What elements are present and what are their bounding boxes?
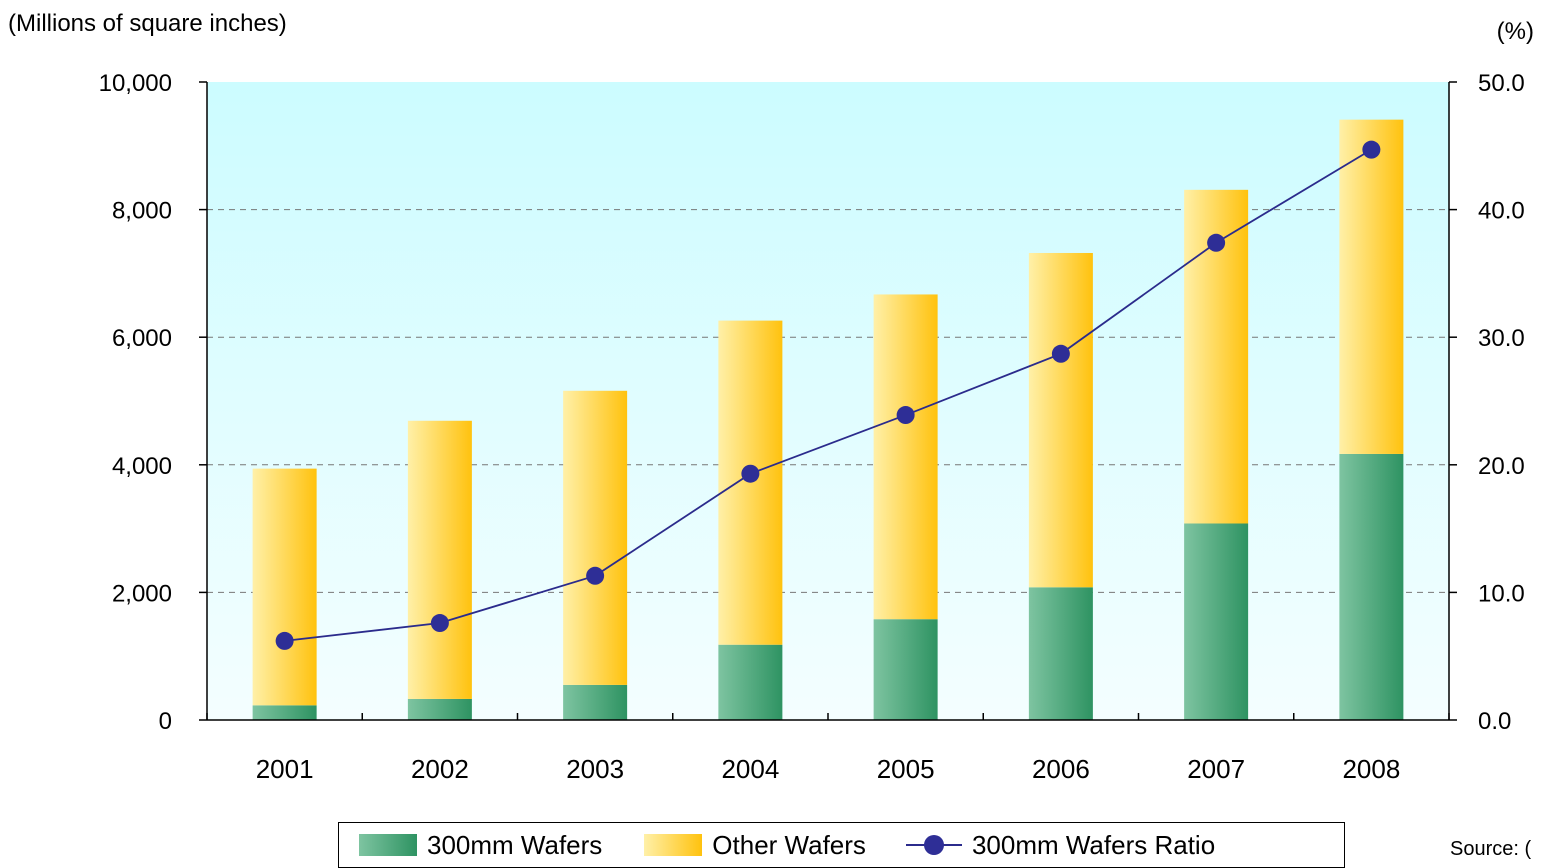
ratio-point	[586, 566, 605, 585]
ratio-point	[1051, 344, 1070, 363]
bar-other	[407, 420, 472, 699]
legend-swatch-other	[644, 834, 703, 856]
bar-300mm	[1028, 587, 1093, 720]
source-note: Source: (	[1450, 838, 1532, 860]
bar-other	[1028, 252, 1093, 588]
right-axis-tick-label: 30.0	[1478, 325, 1525, 352]
ratio-point	[1362, 140, 1381, 159]
ratio-point	[430, 614, 449, 633]
legend: 300mm Wafers Other Wafers 300mm Wafers R…	[338, 822, 1345, 868]
right-axis-tick-label: 20.0	[1478, 453, 1525, 480]
legend-label-300mm: 300mm Wafers	[427, 829, 603, 860]
bar-other	[563, 390, 628, 685]
left-axis-unit: (Millions of square inches)	[8, 10, 287, 37]
left-axis-tick-label: 2,000	[112, 580, 172, 607]
bar-300mm	[563, 684, 628, 720]
legend-swatch-300mm	[359, 834, 417, 856]
plot-background	[207, 82, 1449, 720]
x-axis-tick-label: 2008	[1342, 754, 1400, 784]
ratio-point	[1207, 233, 1226, 252]
right-axis-tick-label: 40.0	[1478, 198, 1525, 225]
bar-other	[252, 468, 317, 706]
legend-item-300mm: 300mm Wafers	[359, 830, 602, 861]
x-axis-tick-label: 2001	[256, 754, 314, 784]
bar-300mm	[1339, 453, 1404, 720]
ratio-point	[896, 406, 915, 425]
legend-label-ratio: 300mm Wafers Ratio	[971, 829, 1216, 860]
legend-item-other: Other Wafers	[644, 830, 866, 861]
x-axis-tick-label: 2002	[411, 754, 469, 784]
bar-other	[1339, 119, 1404, 454]
x-axis-tick-label: 2003	[566, 754, 624, 784]
left-axis-tick-label: 10,000	[99, 70, 172, 97]
x-axis-tick-label: 2007	[1187, 754, 1245, 784]
bar-300mm	[407, 698, 472, 720]
x-axis-tick-label: 2004	[721, 754, 779, 784]
bar-300mm	[1184, 523, 1249, 720]
legend-label-other: Other Wafers	[712, 829, 866, 860]
left-axis-tick-label: 8,000	[112, 198, 172, 225]
left-axis-tick-label: 0	[159, 708, 172, 735]
x-axis-tick-label: 2005	[877, 754, 935, 784]
bar-300mm	[873, 619, 938, 720]
bar-other	[873, 294, 938, 620]
ratio-point	[741, 464, 760, 483]
right-axis-tick-label: 10.0	[1478, 580, 1525, 607]
right-axis-unit: (%)	[1496, 18, 1534, 45]
bar-300mm	[252, 705, 317, 720]
legend-item-ratio: 300mm Wafers Ratio	[905, 829, 1216, 861]
ratio-point	[275, 631, 294, 650]
x-axis-tick-label: 2006	[1032, 754, 1090, 784]
bar-300mm	[718, 644, 783, 720]
right-axis-tick-label: 0.0	[1478, 708, 1511, 735]
right-axis-tick-label: 50.0	[1478, 70, 1525, 97]
ratio-line	[284, 148, 1372, 642]
left-axis-tick-label: 6,000	[112, 325, 172, 352]
legend-line-marker	[905, 832, 962, 858]
left-axis-tick-label: 4,000	[112, 453, 172, 480]
